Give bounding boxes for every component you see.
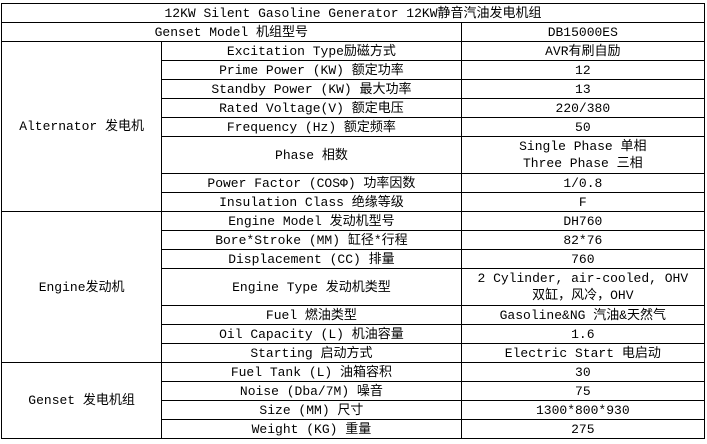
- spec-value: 2 Cylinder, air-cooled, OHV 双缸，风冷，OHV: [460, 268, 706, 306]
- spec-label: Oil Capacity (L) 机油容量: [161, 324, 462, 344]
- spec-value: F: [460, 192, 706, 212]
- table-row: Displacement (CC) 排量 760: [2, 249, 706, 269]
- spec-value-line: 1.6: [571, 326, 595, 342]
- spec-label: Displacement (CC) 排量: [161, 249, 462, 269]
- spec-value-line: 13: [575, 81, 591, 97]
- table-row: Starting 启动方式 Electric Start 电启动: [2, 343, 706, 363]
- spec-value-line: 2 Cylinder, air-cooled, OHV: [477, 271, 689, 286]
- table-row: Noise (Dba/7M) 噪音 75: [2, 381, 706, 401]
- spec-value: 275: [460, 419, 706, 439]
- spec-label: Rated Voltage(V) 额定电压: [161, 98, 462, 118]
- spec-value: DH760: [460, 211, 706, 231]
- table-row: Power Factor (COSΦ) 功率因数 1/0.8: [2, 173, 706, 193]
- spec-value-line: 50: [575, 119, 591, 135]
- table-row: Weight (KG) 重量 275: [2, 419, 706, 439]
- spec-value-line: Three Phase 三相: [523, 156, 643, 171]
- spec-value: Electric Start 电启动: [460, 343, 706, 363]
- table-row: Engine发动机 Engine Model 发动机型号 DH760: [0, 211, 706, 363]
- spec-value: Single Phase 单相 Three Phase 三相: [460, 136, 706, 174]
- spec-value: 220/380: [460, 98, 706, 118]
- table-row: Bore*Stroke (MM) 缸径*行程 82*76: [2, 230, 706, 250]
- spec-value-line: 1/0.8: [563, 175, 603, 191]
- spec-label: Noise (Dba/7M) 噪音: [161, 381, 462, 401]
- spec-label: Standby Power (KW) 最大功率: [161, 79, 462, 99]
- spec-label: Prime Power (KW) 额定功率: [161, 60, 462, 80]
- spec-value: 1.6: [460, 324, 706, 344]
- table-title: 12KW Silent Gasoline Generator 12KW静音汽油发…: [1, 3, 705, 23]
- spec-value: 50: [460, 117, 706, 137]
- spec-value-line: 75: [575, 383, 591, 399]
- spec-value: 30: [460, 362, 706, 382]
- spec-value: 75: [460, 381, 706, 401]
- group-label: Genset 发电机组: [0, 362, 163, 439]
- spec-value-line: 82*76: [563, 232, 603, 248]
- spec-label: Size (MM) 尺寸: [161, 400, 462, 420]
- spec-value-line: 30: [575, 364, 591, 380]
- spec-label: Fuel Tank (L) 油箱容积: [161, 362, 462, 382]
- spec-label: Frequency (Hz) 额定频率: [161, 117, 462, 137]
- spec-value: 1300*800*930: [460, 400, 706, 420]
- spec-value: 13: [460, 79, 706, 99]
- spec-value-line: Electric Start 电启动: [504, 345, 661, 361]
- spec-value-line: AVR有刷自励: [545, 43, 621, 59]
- title-row: 12KW Silent Gasoline Generator 12KW静音汽油发…: [1, 3, 705, 23]
- spec-value-line: 275: [571, 421, 595, 437]
- spec-value-line: 220/380: [555, 100, 611, 116]
- spec-value-line: 1300*800*930: [536, 402, 630, 418]
- spec-label: Engine Type 发动机类型: [161, 268, 462, 306]
- table-row: Rated Voltage(V) 额定电压 220/380: [2, 98, 706, 118]
- model-label: Genset Model 机组型号: [1, 22, 462, 42]
- spec-label: Bore*Stroke (MM) 缸径*行程: [161, 230, 462, 250]
- spec-label: Starting 启动方式: [161, 343, 462, 363]
- spec-value: 760: [460, 249, 706, 269]
- spec-value-line: Gasoline&NG 汽油&天然气: [499, 307, 667, 323]
- spec-value-line: 双缸，风冷，OHV: [532, 288, 634, 303]
- spec-value-line: F: [578, 194, 587, 210]
- table-row: Genset 发电机组 Fuel Tank (L) 油箱容积 30: [0, 362, 706, 439]
- table-row: Fuel 燃油类型 Gasoline&NG 汽油&天然气: [2, 305, 706, 325]
- spec-label: Power Factor (COSΦ) 功率因数: [161, 173, 462, 193]
- spec-label: Excitation Type励磁方式: [161, 41, 462, 61]
- table-row: Phase 相数 Single Phase 单相 Three Phase 三相: [2, 136, 706, 174]
- group-label: Alternator 发电机: [0, 41, 163, 212]
- model-row: Genset Model 机组型号 DB15000ES: [1, 22, 706, 42]
- spec-value: 1/0.8: [460, 173, 706, 193]
- spec-label: Weight (KG) 重量: [161, 419, 462, 439]
- table-row: Alternator 发电机 Excitation Type励磁方式 AVR有刷自励: [0, 41, 706, 212]
- spec-label: Phase 相数: [161, 136, 462, 174]
- spec-value: AVR有刷自励: [460, 41, 706, 61]
- spec-value-line: Single Phase 单相: [519, 139, 647, 154]
- spec-value-line: 12: [575, 62, 591, 78]
- spec-label: Insulation Class 绝缘等级: [161, 192, 462, 212]
- spec-value-line: DH760: [563, 213, 603, 229]
- model-value: DB15000ES: [460, 22, 706, 42]
- spec-value: Gasoline&NG 汽油&天然气: [460, 305, 706, 325]
- spec-value: 82*76: [460, 230, 706, 250]
- spec-table: 12KW Silent Gasoline Generator 12KW静音汽油发…: [0, 3, 706, 439]
- spec-value-line: 760: [571, 251, 595, 267]
- spec-value: 12: [460, 60, 706, 80]
- group-label: Engine发动机: [0, 211, 163, 363]
- table-row: Engine Type 发动机类型 2 Cylinder, air-cooled,…: [2, 268, 706, 306]
- spec-label: Fuel 燃油类型: [161, 305, 462, 325]
- spec-label: Engine Model 发动机型号: [161, 211, 462, 231]
